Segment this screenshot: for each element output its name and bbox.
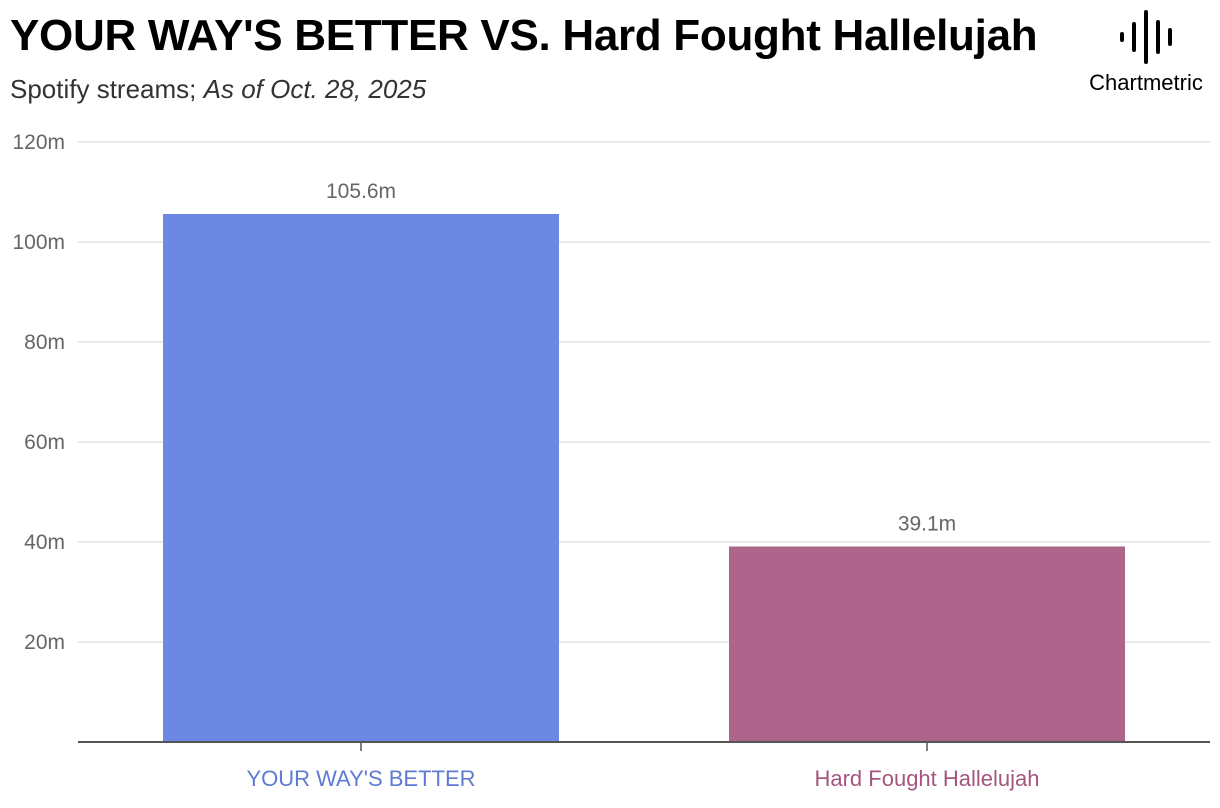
y-tick-label: 80m <box>24 331 65 354</box>
logo-text: Chartmetric <box>1089 70 1203 95</box>
y-tick-label: 60m <box>24 431 65 454</box>
subtitle-date-note: As of Oct. 28, 2025 <box>203 74 427 104</box>
y-tick-label: 120m <box>12 131 65 154</box>
soundwave-icon <box>1120 10 1172 64</box>
chartmetric-logo: Chartmetric <box>1080 8 1212 98</box>
subtitle-prefix: Spotify streams; <box>10 74 204 104</box>
chart-subtitle: Spotify streams; As of Oct. 28, 2025 <box>10 74 426 104</box>
chart-title: YOUR WAY'S BETTER VS. Hard Fought Hallel… <box>10 11 1038 60</box>
y-tick-label: 40m <box>24 531 65 554</box>
bar <box>729 546 1125 742</box>
data-label: 105.6m <box>326 180 396 203</box>
x-category-label: YOUR WAY'S BETTER <box>246 766 475 791</box>
bar <box>163 214 559 742</box>
x-category-label: Hard Fought Hallelujah <box>814 766 1039 791</box>
y-tick-label: 100m <box>12 231 65 254</box>
y-tick-label: 20m <box>24 631 65 654</box>
data-label: 39.1m <box>898 513 956 536</box>
